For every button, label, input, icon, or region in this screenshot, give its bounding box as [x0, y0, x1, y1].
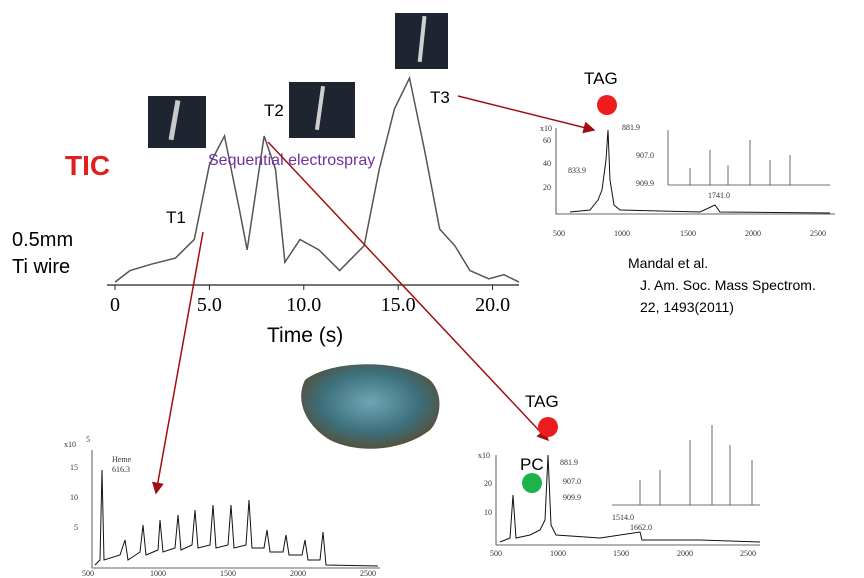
- inset-spectrum: x10 5 15 10 5 500 1000 1500 2000 2500 He…: [64, 435, 380, 578]
- inset-peak: 909.9: [636, 179, 654, 188]
- inset-peak: 881.9: [622, 123, 640, 132]
- inset-scale: x10: [540, 124, 552, 133]
- inset-tick: 2500: [810, 229, 826, 238]
- inset-tick: 2000: [290, 569, 306, 578]
- inset-tick: 10: [70, 493, 78, 502]
- citation: Mandal et al.: [628, 255, 708, 271]
- tag-label: TAG: [584, 69, 618, 88]
- x-tick-label: 5.0: [197, 294, 222, 316]
- pc-label: PC: [520, 455, 544, 474]
- inset-scale: x10: [478, 451, 490, 460]
- x-tick-label: 20.0: [475, 294, 510, 316]
- inset-axis: [556, 128, 835, 214]
- inset-tick: 2000: [677, 549, 693, 558]
- inset-axis: [92, 450, 380, 568]
- inset-tick: 1500: [613, 549, 629, 558]
- inset-peak: Heme: [112, 455, 132, 464]
- x-tick-label: 15.0: [381, 294, 416, 316]
- inset-tick: 2500: [360, 569, 376, 578]
- inset-tick: 40: [543, 159, 551, 168]
- arrow: [156, 232, 203, 493]
- inset-tick: 500: [553, 229, 565, 238]
- inset-subtrace: [612, 425, 760, 505]
- inset-trace: [570, 130, 830, 213]
- inset-tick: 1500: [220, 569, 236, 578]
- inset-peak: 1514.0: [612, 513, 634, 522]
- inset-tick: 1500: [680, 229, 696, 238]
- inset-tick: 60: [543, 136, 551, 145]
- tag-label: TAG: [525, 392, 559, 411]
- inset-peak: 1741.0: [708, 191, 730, 200]
- tag-dot: [538, 417, 558, 437]
- inset-peak: 907.0: [636, 151, 654, 160]
- x-tick-label: 10.0: [286, 294, 321, 316]
- inset-spectrum: TAG x10 60 40 20 500 1000 1500 2000 2500…: [540, 69, 835, 238]
- citation: 22, 1493(2011): [640, 299, 734, 315]
- inset-peak: 881.9: [560, 458, 578, 467]
- inset-peak: 616.3: [112, 465, 130, 474]
- inset-peak: 907.0: [563, 477, 581, 486]
- point-label: T1: [166, 208, 186, 227]
- tag-dot: [597, 95, 617, 115]
- pc-dot: [522, 473, 542, 493]
- inset-tick: 10: [484, 508, 492, 517]
- oyster-photo: [301, 364, 439, 448]
- inset-scale: 5: [86, 435, 90, 444]
- point-label: T3: [430, 88, 450, 107]
- inset-tick: 20: [484, 479, 492, 488]
- inset-tick: 1000: [550, 549, 566, 558]
- inset-subtrace: [668, 130, 830, 185]
- inset-tick: 500: [82, 569, 94, 578]
- point-label: T2: [264, 101, 284, 120]
- inset-tick: 1000: [150, 569, 166, 578]
- inset-tick: 1000: [614, 229, 630, 238]
- inset-spectrum: TAG PC x10 20 10 500 1000 1500 2000 2500…: [478, 392, 760, 558]
- x-tick-label: 0: [110, 294, 120, 316]
- chart-title: TIC: [65, 150, 110, 181]
- inset-trace: [95, 470, 378, 566]
- inset-tick: 2500: [740, 549, 756, 558]
- inset-tick: 20: [543, 183, 551, 192]
- arrow: [458, 96, 594, 130]
- inset-peak: 833.9: [568, 166, 586, 175]
- citation: J. Am. Soc. Mass Spectrom.: [640, 277, 816, 293]
- inset-peak: 1662.0: [630, 523, 652, 532]
- inset-scale: x10: [64, 440, 76, 449]
- figure: 05.010.015.020.0 TIC 0.5mm Ti wire Seque…: [0, 0, 864, 578]
- inset-tick: 500: [490, 549, 502, 558]
- inset-tick: 5: [74, 523, 78, 532]
- inset-tick: 15: [70, 463, 78, 472]
- wire-label: Ti wire: [12, 256, 70, 278]
- wire-label: 0.5mm: [12, 229, 73, 251]
- inset-peak: 909.9: [563, 493, 581, 502]
- inset-tick: 2000: [745, 229, 761, 238]
- x-axis-title: Time (s): [267, 324, 343, 347]
